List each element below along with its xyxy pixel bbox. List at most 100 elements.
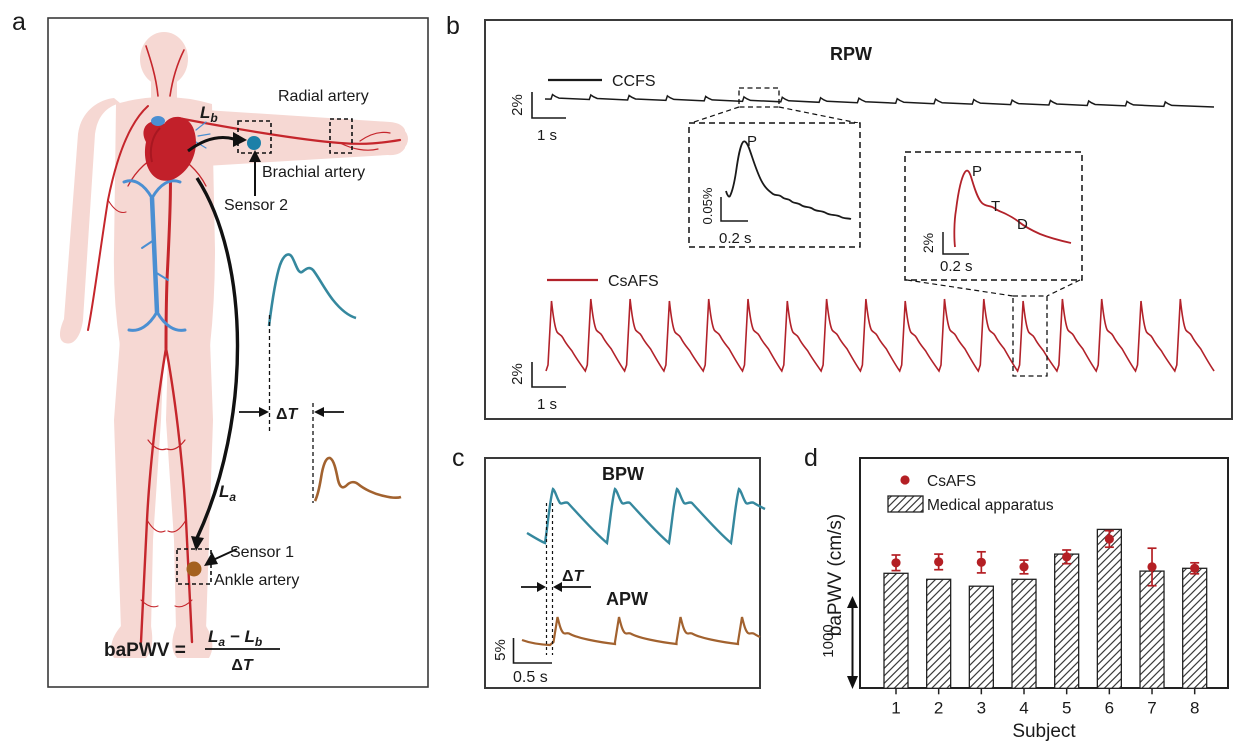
ccfs-zoom-connector-left bbox=[690, 106, 740, 124]
c-scale-h-label: 0.5 s bbox=[513, 669, 548, 686]
c-scale-v-label: 5% bbox=[492, 639, 509, 661]
c-scale-bar bbox=[512, 638, 552, 664]
panel-d-label: d bbox=[804, 444, 818, 472]
la-curve-arrow bbox=[191, 177, 240, 551]
x-tick-label: 3 bbox=[977, 698, 986, 717]
ccfs-scale-h-label: 1 s bbox=[537, 127, 557, 144]
panel-b-label: b bbox=[446, 12, 460, 40]
ccfs-inset-p-label: P bbox=[747, 133, 757, 150]
legend-medical-label: Medical apparatus bbox=[927, 497, 1054, 514]
ankle-artery-label: Ankle artery bbox=[214, 572, 299, 589]
x-tick-label: 1 bbox=[891, 698, 900, 717]
csafs-inset-scale-v: 2% bbox=[920, 233, 936, 253]
sensor1-pointer-arrow bbox=[204, 548, 238, 566]
bpw-label: BPW bbox=[602, 464, 644, 484]
csafs-scale-v-label: 2% bbox=[509, 363, 526, 385]
bar-medical-apparatus bbox=[1054, 553, 1080, 689]
sensor2-label: Sensor 2 bbox=[224, 197, 288, 214]
brachial-pulse-mini-wave bbox=[267, 253, 357, 327]
d-yscale-label: 1000 bbox=[820, 624, 837, 657]
panel-d-chart: 1 2 3 4 5 6 7 8 CsAFS Medical apparatus baPWV (… bbox=[820, 457, 1229, 742]
csafs-trace bbox=[545, 298, 1215, 373]
sensor1-dot bbox=[186, 561, 202, 577]
dt-arrows bbox=[239, 407, 344, 417]
ccfs-scale-bar bbox=[531, 92, 566, 119]
csafs-scale-h-label: 1 s bbox=[537, 396, 557, 413]
panel-b-title: RPW bbox=[830, 44, 872, 64]
csafs-inset-trace bbox=[953, 169, 1072, 248]
legend-csafs-label: CsAFS bbox=[927, 473, 976, 490]
bar-medical-apparatus bbox=[1139, 570, 1165, 689]
c-dt-arrows bbox=[521, 582, 591, 592]
bar-medical-apparatus bbox=[968, 585, 994, 689]
bapwv-formula: baPWV = La − Lb ΔT bbox=[104, 627, 280, 674]
csafs-inset-t-label: T bbox=[991, 198, 1000, 215]
bar-medical-apparatus bbox=[926, 578, 952, 689]
bpw-trace bbox=[526, 487, 766, 546]
formula-lhs: baPWV = bbox=[104, 640, 186, 661]
sensor2-dashed-box bbox=[237, 120, 272, 154]
x-tick-label: 5 bbox=[1062, 698, 1071, 717]
x-tick-label: 8 bbox=[1190, 698, 1199, 717]
csafs-inset-d-label: D bbox=[1017, 216, 1028, 233]
apw-label: APW bbox=[606, 589, 648, 609]
x-tick-label: 6 bbox=[1105, 698, 1114, 717]
csafs-dot bbox=[976, 557, 986, 567]
csafs-dot bbox=[1104, 534, 1114, 544]
ccfs-trace bbox=[544, 93, 1215, 108]
sensor1-dashed-box bbox=[176, 548, 212, 585]
legend-medical-swatch bbox=[887, 495, 924, 513]
d-xlabel: Subject bbox=[1012, 721, 1076, 742]
ccfs-scale-v-label: 2% bbox=[509, 94, 526, 116]
ccfs-inset-scale-h: 0.2 s bbox=[719, 230, 752, 247]
human-body-silhouette bbox=[59, 32, 408, 658]
d-chart-series: 1 2 3 4 5 6 7 8 bbox=[883, 528, 1208, 717]
dt-label: ΔT bbox=[276, 406, 299, 423]
ccfs-zoom-box bbox=[738, 87, 780, 108]
csafs-zoom-box bbox=[1012, 295, 1048, 377]
brachial-artery-label: Brachial artery bbox=[262, 164, 365, 181]
csafs-dot bbox=[934, 557, 944, 567]
panel-c-label: c bbox=[452, 444, 465, 472]
csafs-inset-border bbox=[904, 151, 1083, 281]
ccfs-inset: P 0.05% 0.2 s bbox=[688, 122, 861, 248]
csafs-inset-scale-h: 0.2 s bbox=[940, 258, 973, 275]
ccfs-inset-border bbox=[688, 122, 861, 248]
csafs-dot bbox=[891, 558, 901, 568]
ccfs-inset-scale-v: 0.05% bbox=[700, 187, 715, 224]
formula-denominator: ΔT bbox=[231, 657, 254, 674]
ccfs-inset-trace bbox=[725, 140, 852, 220]
bar-medical-apparatus bbox=[1011, 578, 1037, 689]
apw-trace bbox=[521, 616, 761, 647]
csafs-legend-label: CsAFS bbox=[608, 273, 659, 290]
lb-arrow bbox=[187, 132, 247, 153]
panel-c-plot: BPW APW ΔT 5% 0.5 s bbox=[484, 457, 766, 689]
vein-tree bbox=[122, 121, 211, 332]
formula-numerator: La − Lb bbox=[208, 627, 262, 649]
sensor2-dot bbox=[247, 136, 261, 150]
x-tick-label: 4 bbox=[1019, 698, 1028, 717]
csafs-dot bbox=[1190, 563, 1200, 573]
bar-medical-apparatus bbox=[1096, 528, 1122, 689]
csafs-inset: P T D 2% 0.2 s bbox=[904, 151, 1083, 281]
csafs-zoom-connector-right bbox=[1046, 279, 1081, 297]
lb-label: Lb bbox=[200, 103, 218, 125]
ccfs-inset-scale-bar bbox=[720, 197, 748, 222]
panel-a-border bbox=[47, 17, 429, 688]
d-ylabel: baPWV (cm/s) bbox=[825, 514, 846, 636]
legend-csafs-dot bbox=[900, 475, 910, 485]
ccfs-legend-label: CCFS bbox=[612, 73, 656, 90]
ccfs-zoom-connector-right bbox=[778, 106, 859, 124]
bar-medical-apparatus bbox=[883, 572, 909, 689]
bar-medical-apparatus bbox=[1182, 567, 1208, 689]
d-yscale-arrow bbox=[847, 596, 858, 689]
panel-b-plot: RPW CCFS 2% 1 s P 0.05% 0.2 s P T D bbox=[484, 19, 1233, 420]
csafs-inset-p-label: P bbox=[972, 163, 982, 180]
csafs-zoom-connector-left bbox=[906, 279, 1014, 297]
csafs-dot bbox=[1019, 562, 1029, 572]
la-label: La bbox=[219, 482, 236, 504]
radial-artery-label: Radial artery bbox=[278, 88, 369, 105]
sensor1-label: Sensor 1 bbox=[230, 544, 294, 561]
panel-a-label: a bbox=[12, 8, 26, 36]
x-tick-label: 2 bbox=[934, 698, 943, 717]
